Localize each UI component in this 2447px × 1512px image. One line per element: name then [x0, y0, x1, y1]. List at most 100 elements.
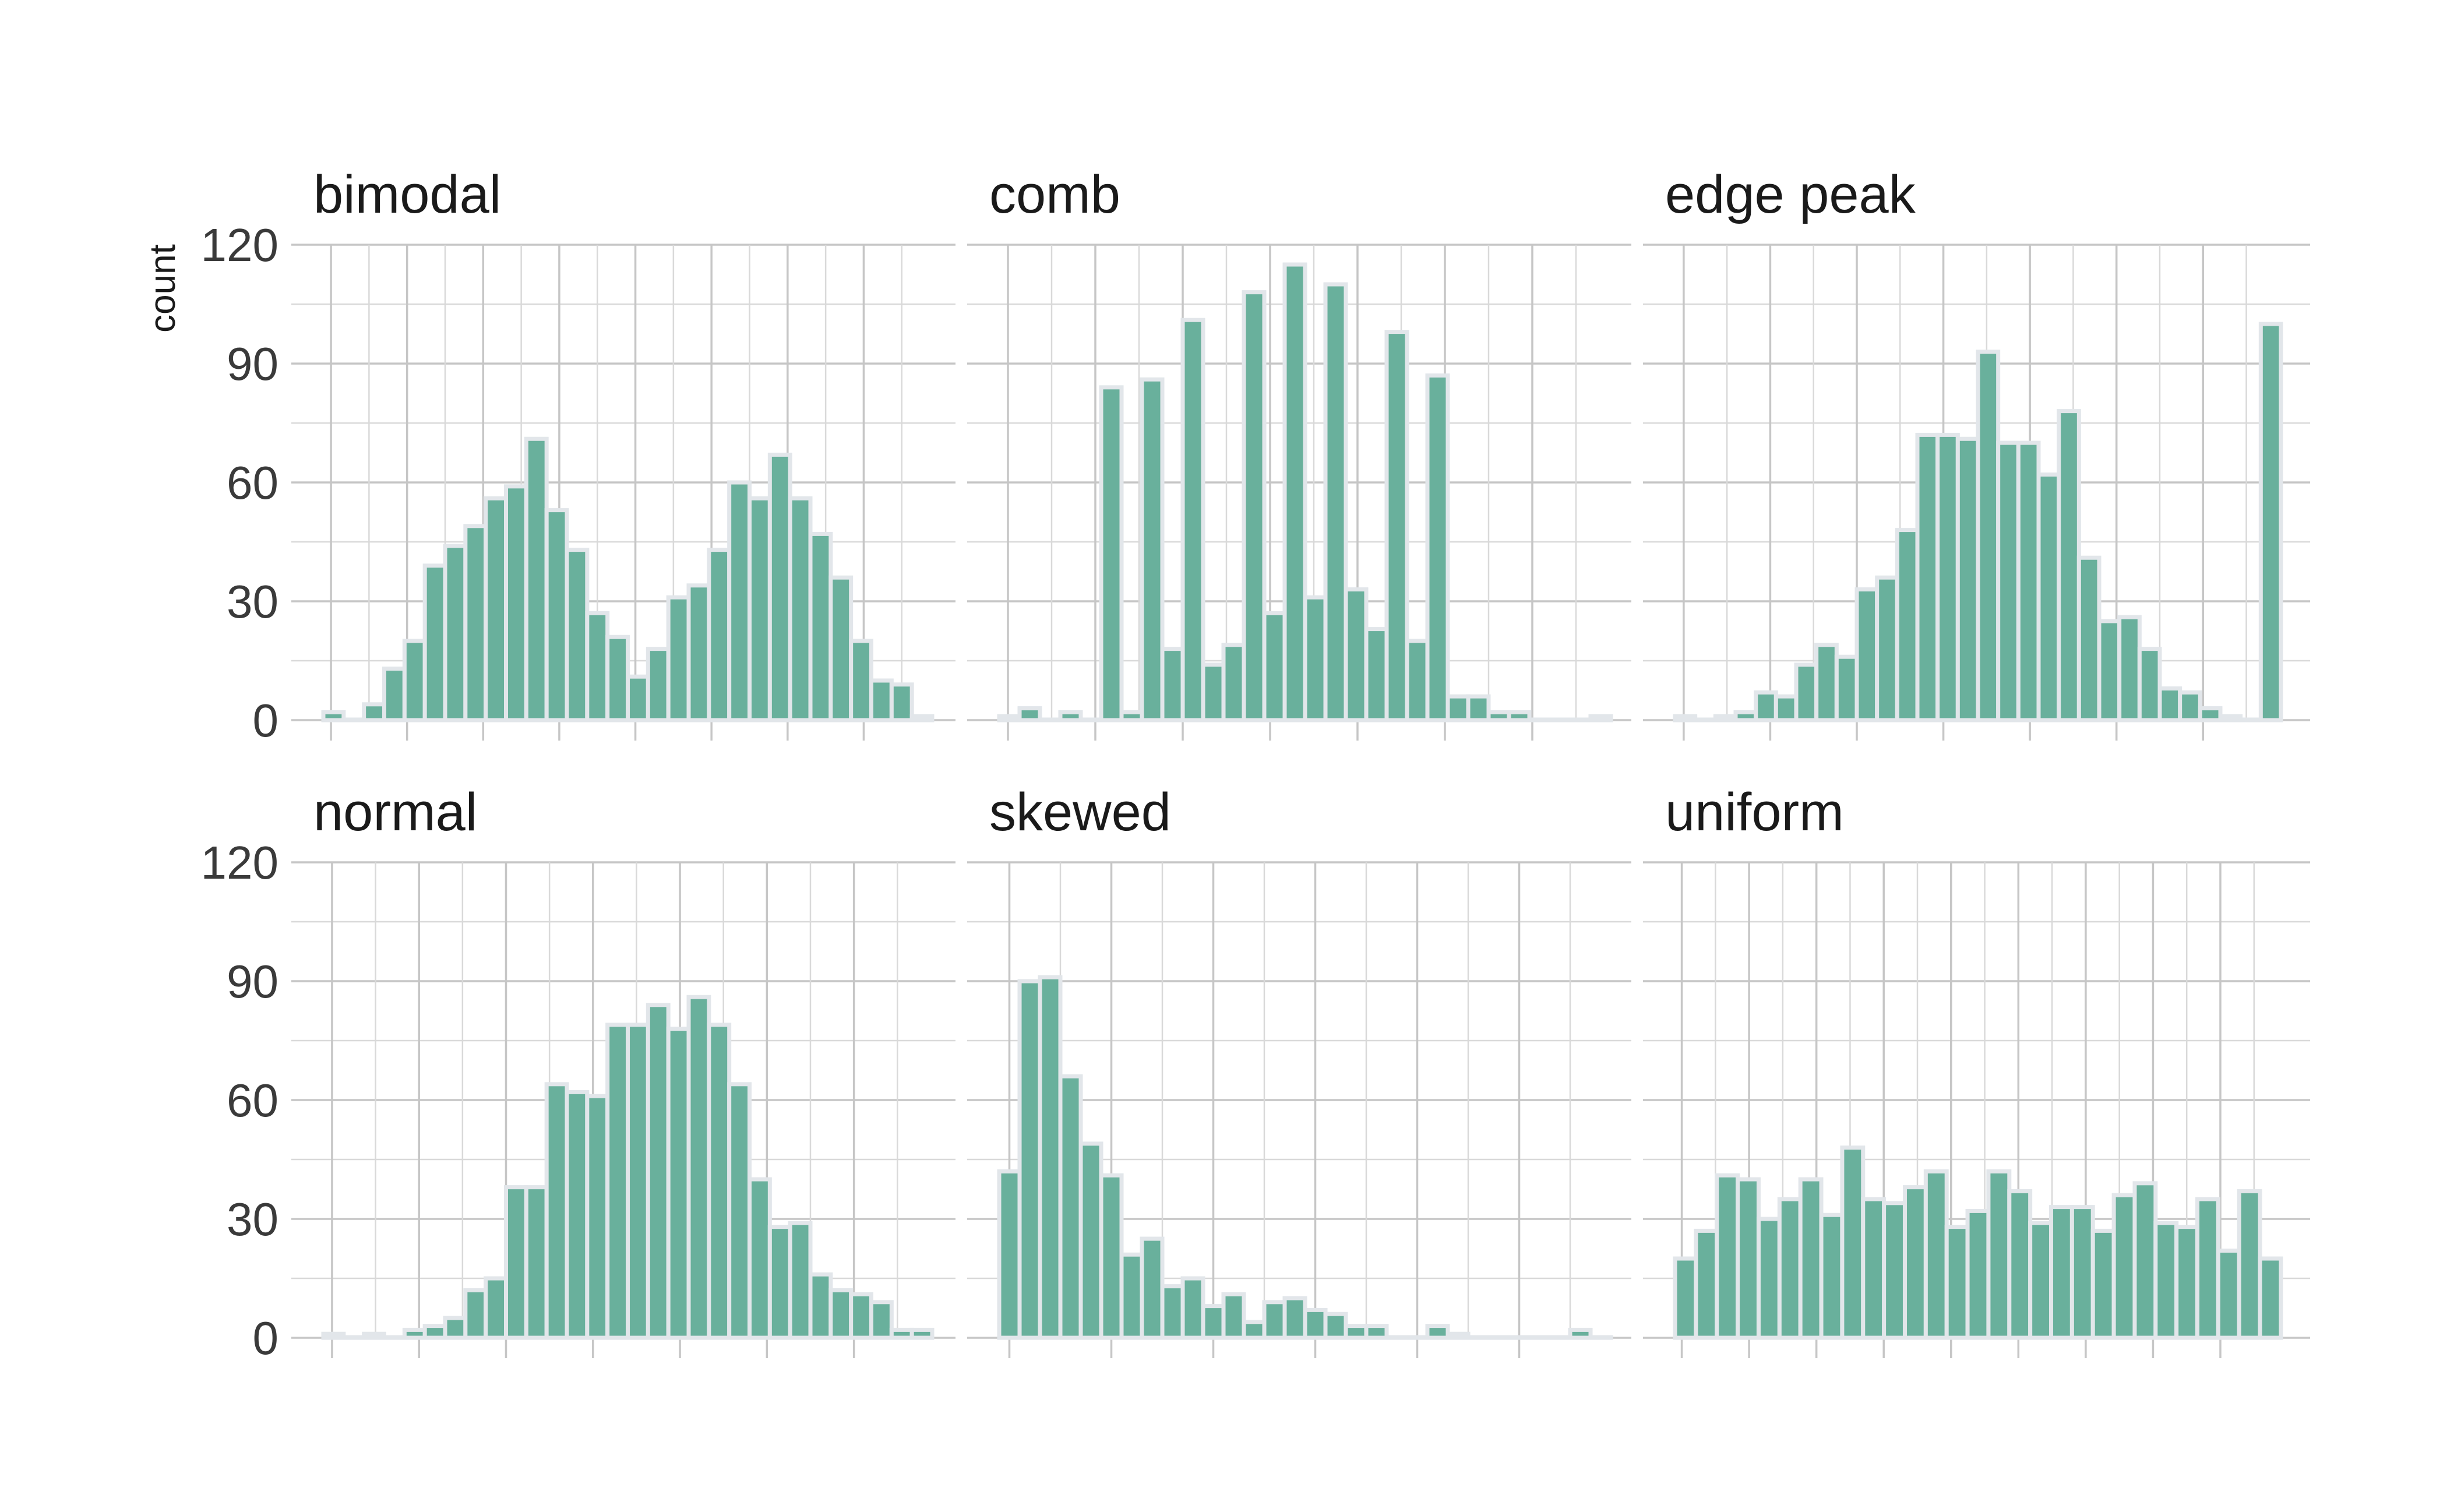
- bar-comb-18: [1364, 627, 1389, 722]
- bar-bimodal-5: [422, 563, 447, 722]
- bar-bimodal-21: [748, 496, 772, 722]
- bar-comb-9: [1180, 318, 1205, 722]
- bar-comb-20: [1405, 639, 1430, 722]
- bar-comb-22: [1445, 694, 1471, 722]
- bar-skewed-14: [1282, 1296, 1307, 1340]
- bar-bimodal-24: [808, 531, 833, 722]
- bar-skewed-7: [1140, 1236, 1165, 1340]
- bar-normal-1: [341, 1335, 366, 1340]
- y-tick-label-90: 90: [227, 956, 278, 1007]
- y-tick-label-30: 30: [227, 576, 278, 628]
- bar-bimodal-26: [849, 639, 873, 722]
- bar-bimodal-0: [321, 710, 346, 722]
- bar-uniform-2: [1715, 1173, 1740, 1340]
- bar-comb-7: [1140, 377, 1165, 722]
- bar-uniform-7: [1819, 1213, 1845, 1340]
- bar-uniform-14: [1965, 1208, 1991, 1340]
- bar-uniform-28: [2258, 1256, 2283, 1340]
- bar-edge-peak-4: [1754, 690, 1778, 722]
- bar-edge-peak-22: [2117, 615, 2142, 722]
- bar-comb-12: [1242, 290, 1267, 722]
- bar-edge-peak-19: [2057, 409, 2081, 722]
- bar-normal-24: [808, 1272, 833, 1340]
- bar-normal-3: [382, 1335, 407, 1340]
- bar-bimodal-11: [544, 508, 569, 722]
- bar-uniform-11: [1902, 1185, 1928, 1340]
- bar-uniform-5: [1777, 1197, 1803, 1340]
- bar-uniform-27: [2237, 1189, 2262, 1340]
- bar-normal-0: [321, 1331, 346, 1340]
- bar-skewed-23: [1466, 1335, 1491, 1340]
- bar-uniform-0: [1673, 1256, 1698, 1340]
- bar-bimodal-2: [362, 702, 387, 722]
- bar-skewed-12: [1242, 1320, 1267, 1340]
- bar-edge-peak-9: [1854, 587, 1880, 722]
- bar-comb-14: [1282, 262, 1307, 722]
- bar-skewed-21: [1425, 1324, 1450, 1340]
- bar-uniform-1: [1694, 1228, 1719, 1340]
- bar-bimodal-27: [869, 678, 894, 722]
- bar-uniform-16: [2007, 1189, 2033, 1340]
- bar-edge-peak-14: [1955, 436, 1980, 722]
- bar-normal-19: [707, 1023, 732, 1340]
- bar-skewed-11: [1221, 1292, 1246, 1340]
- bar-edge-peak-10: [1875, 575, 1899, 722]
- bar-comb-25: [1507, 710, 1532, 722]
- bar-comb-6: [1119, 710, 1144, 722]
- bar-bimodal-20: [727, 480, 752, 722]
- bar-uniform-4: [1756, 1217, 1782, 1340]
- bar-comb-5: [1099, 385, 1124, 722]
- bar-skewed-10: [1201, 1304, 1226, 1340]
- y-tick-label-60: 60: [227, 1074, 278, 1126]
- bar-skewed-29: [1588, 1335, 1613, 1340]
- bar-normal-26: [849, 1292, 873, 1340]
- bar-normal-27: [869, 1300, 894, 1340]
- bar-bimodal-15: [626, 674, 650, 722]
- bar-edge-peak-23: [2137, 647, 2162, 722]
- bar-normal-7: [463, 1288, 488, 1340]
- bar-normal-28: [889, 1327, 914, 1340]
- bar-normal-16: [646, 1003, 671, 1340]
- bar-skewed-24: [1486, 1335, 1511, 1340]
- bar-normal-23: [788, 1221, 813, 1340]
- bar-uniform-15: [1986, 1169, 2012, 1340]
- y-tick-label-30: 30: [227, 1193, 278, 1245]
- bar-normal-8: [484, 1276, 509, 1340]
- bar-normal-22: [767, 1225, 792, 1340]
- bar-comb-24: [1486, 710, 1511, 722]
- bar-skewed-17: [1344, 1324, 1369, 1340]
- bar-uniform-22: [2132, 1181, 2158, 1340]
- bar-bimodal-18: [686, 583, 711, 722]
- bar-normal-14: [605, 1023, 630, 1340]
- bar-skewed-2: [1038, 975, 1063, 1340]
- bar-bimodal-4: [402, 639, 427, 722]
- bar-skewed-19: [1384, 1335, 1409, 1340]
- panel-title-edge-peak: edge peak: [1665, 165, 1916, 224]
- bar-edge-peak-13: [1935, 432, 1960, 722]
- panel-title-uniform: uniform: [1665, 783, 1844, 842]
- bar-uniform-17: [2028, 1221, 2054, 1340]
- bar-edge-peak-21: [2097, 619, 2122, 722]
- bar-normal-11: [544, 1082, 569, 1340]
- panel-title-bimodal: bimodal: [313, 165, 501, 224]
- bar-skewed-15: [1303, 1307, 1328, 1340]
- bar-skewed-25: [1507, 1335, 1532, 1340]
- bar-normal-13: [585, 1094, 610, 1340]
- bar-skewed-20: [1405, 1335, 1430, 1340]
- bar-bimodal-13: [585, 611, 610, 722]
- panel-title-normal: normal: [313, 783, 477, 842]
- y-tick-label-90: 90: [227, 338, 278, 390]
- bar-bimodal-7: [463, 524, 488, 722]
- bar-bimodal-23: [788, 496, 813, 722]
- bar-comb-13: [1262, 611, 1287, 722]
- panel-title-comb: comb: [989, 165, 1120, 224]
- bar-edge-peak-25: [2178, 690, 2202, 722]
- bar-edge-peak-8: [1834, 654, 1859, 722]
- bar-bimodal-8: [484, 496, 509, 722]
- y-tick-label-0: 0: [253, 695, 279, 746]
- bar-skewed-27: [1547, 1335, 1572, 1340]
- bar-uniform-8: [1840, 1146, 1866, 1340]
- bar-edge-peak-11: [1895, 528, 1920, 722]
- bar-normal-5: [422, 1324, 447, 1340]
- bar-edge-peak-20: [2076, 555, 2102, 722]
